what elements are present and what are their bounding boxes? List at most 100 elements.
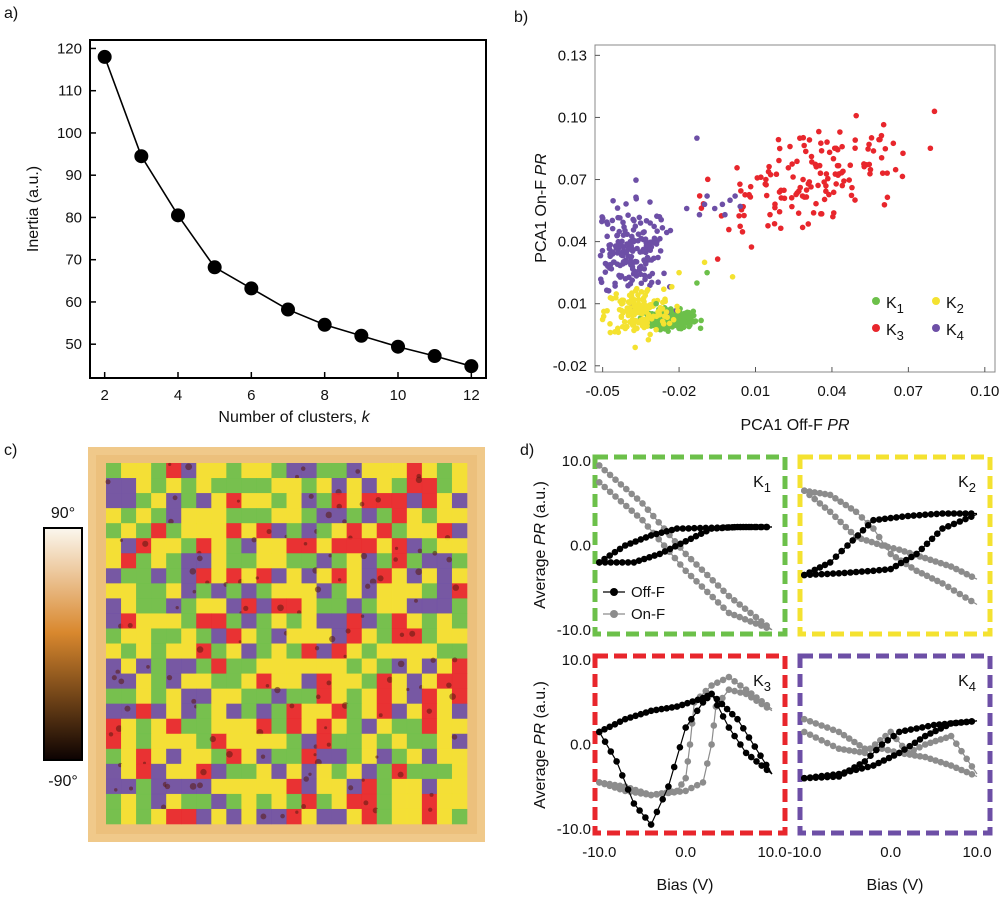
cluster-cell [106, 763, 122, 780]
cluster-cell [256, 643, 272, 659]
cluster-cell [301, 673, 317, 689]
off-f-lower-marker [887, 565, 894, 573]
domain-speck [265, 683, 270, 688]
cluster-cell [136, 748, 152, 765]
domain-speck [127, 622, 133, 628]
panel-b-point-k4 [599, 247, 606, 254]
domain-speck [326, 742, 331, 747]
cluster-cell [346, 808, 363, 825]
cluster-cell [421, 508, 438, 524]
cluster-cell [376, 523, 393, 539]
off-f-upper-marker [748, 523, 755, 531]
off-f-upper-marker [911, 739, 919, 747]
off-f-upper-marker [601, 726, 608, 733]
on-f-a-marker [913, 567, 920, 575]
panel-b-frame [594, 44, 996, 373]
off-f-upper-marker [606, 552, 613, 559]
off-f-lower-marker [630, 800, 638, 807]
panel-b-point-k1 [698, 317, 704, 324]
on-f-a-marker [671, 538, 679, 545]
cluster-cell [121, 478, 137, 494]
cluster-cell [406, 508, 423, 524]
cluster-cell [121, 583, 137, 599]
cluster-cell [256, 763, 272, 780]
cluster-cell [151, 703, 167, 720]
cluster-cell [271, 673, 287, 689]
on-f-a-marker [639, 500, 646, 507]
off-f-lower-marker [636, 807, 643, 814]
on-f-a-marker [736, 601, 743, 608]
off-f-lower-marker [890, 732, 897, 740]
cluster-cell [241, 778, 257, 795]
domain-speck [393, 557, 398, 562]
cluster-cell [166, 688, 182, 704]
cluster-cell [376, 733, 393, 750]
cluster-cell [106, 643, 122, 659]
panel-b-point-k3 [726, 226, 732, 233]
cluster-cell [376, 538, 393, 554]
cluster-cell [391, 703, 408, 720]
cluster-cell [136, 778, 152, 795]
cluster-cell [436, 703, 453, 720]
cluster-cell [211, 673, 227, 689]
on-f-a-marker [682, 550, 689, 558]
cluster-cell [436, 688, 453, 704]
panel-b-point-k4 [617, 215, 623, 221]
cluster-cell [151, 613, 167, 629]
cluster-cell [406, 598, 423, 614]
on-f-b-marker [806, 731, 814, 738]
cluster-cell [151, 508, 167, 524]
on-f-a-marker [908, 564, 915, 571]
cluster-cell [271, 718, 287, 735]
cluster-cell [301, 643, 317, 659]
on-f-a-marker [835, 728, 843, 736]
panel-b-point-k3 [789, 161, 795, 167]
on-f-a-marker [947, 762, 955, 769]
cluster-cell [316, 628, 332, 644]
panel-b-point-k4 [628, 253, 635, 260]
cluster-cell [256, 673, 272, 689]
cluster-cell [376, 763, 393, 780]
panel-b-point-k2 [653, 313, 660, 320]
panel-b-point-extra [694, 135, 700, 141]
cluster-cell [166, 643, 182, 659]
off-f-lower-marker [913, 725, 920, 732]
panel-d-cluster-label: K2 [958, 474, 976, 495]
off-f-upper-marker [647, 532, 655, 539]
off-f-upper-marker [864, 763, 871, 771]
off-f-upper-marker [854, 532, 862, 539]
panel-b-point-k4 [659, 225, 666, 231]
cluster-cell [421, 463, 438, 479]
panel-b-point-k4 [612, 280, 618, 287]
panel-b-point-k4 [655, 279, 661, 286]
off-f-upper-marker [737, 523, 744, 531]
off-f-upper-marker [596, 559, 603, 566]
on-f-a-marker [921, 753, 929, 761]
panel-b-point-k2 [653, 326, 659, 333]
cluster-cell [241, 793, 257, 810]
cluster-cell [211, 763, 227, 780]
cluster-cell [136, 658, 152, 674]
domain-speck [111, 675, 117, 681]
off-f-lower-marker [892, 562, 900, 570]
panel-b-point-k3 [773, 171, 780, 178]
cluster-cell [436, 763, 453, 780]
cluster-cell [316, 778, 332, 795]
panel-b-point-k3 [836, 171, 842, 177]
cluster-cell [331, 583, 347, 599]
cluster-cell [421, 778, 438, 795]
panel-b-point-extra [701, 259, 708, 266]
cluster-cell [301, 508, 317, 524]
on-f-b-marker [871, 741, 879, 748]
panel-b-point-extra [694, 280, 700, 286]
domain-speck [124, 705, 131, 712]
panel-b-point-k1 [680, 317, 686, 324]
cluster-cell [121, 538, 137, 554]
panel-b-point-k3 [867, 166, 874, 173]
cluster-cell [406, 748, 423, 765]
cluster-cell [211, 778, 227, 795]
on-f-a-marker [678, 781, 685, 788]
off-f-upper-marker [632, 538, 639, 545]
cluster-cell [286, 508, 302, 524]
panel-b-point-k4 [629, 248, 636, 254]
